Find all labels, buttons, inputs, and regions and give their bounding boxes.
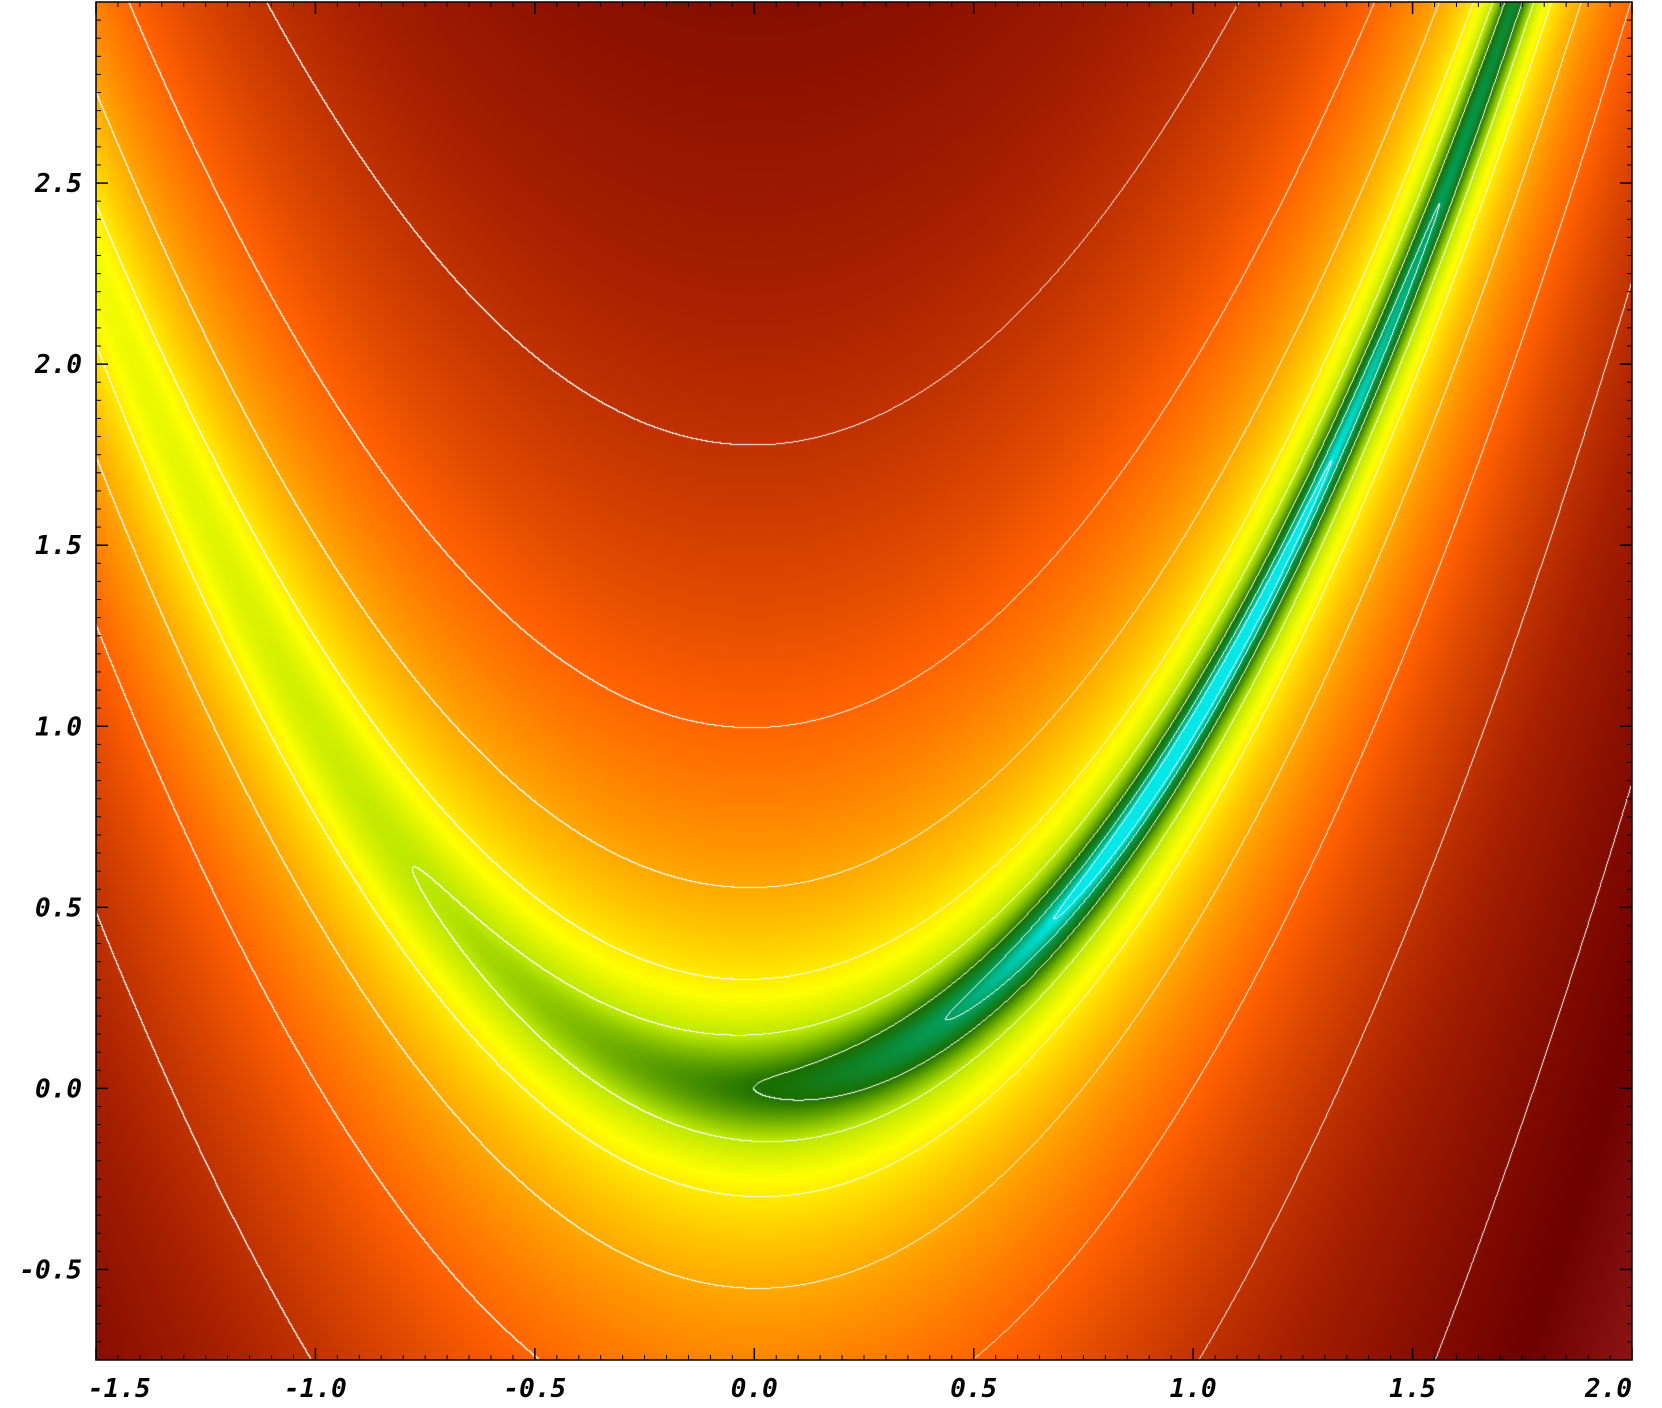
x-tick-label: 0.0 bbox=[731, 1374, 778, 1404]
x-tick-label: 1.5 bbox=[1389, 1374, 1436, 1404]
heatmap-plot-area bbox=[96, 2, 1632, 1360]
y-tick-label: 0.5 bbox=[35, 893, 82, 923]
x-tick-label: 2.0 bbox=[1584, 1374, 1632, 1404]
y-tick-label: 0.0 bbox=[35, 1074, 82, 1104]
y-tick-label: 2.5 bbox=[34, 169, 82, 199]
x-tick-label: 0.5 bbox=[950, 1374, 997, 1404]
y-tick-label: 2.0 bbox=[34, 350, 82, 380]
plot-frame bbox=[95, 1, 1633, 1361]
x-tick-label: 1.0 bbox=[1170, 1374, 1217, 1404]
y-tick-label: 1.0 bbox=[35, 712, 82, 742]
x-tick-label: -1.0 bbox=[284, 1374, 347, 1404]
y-tick-label: 1.5 bbox=[35, 531, 82, 561]
x-tick-label: -1.5 bbox=[88, 1374, 151, 1404]
x-tick-label: -0.5 bbox=[504, 1374, 567, 1404]
y-tick-label: -0.5 bbox=[19, 1255, 82, 1285]
